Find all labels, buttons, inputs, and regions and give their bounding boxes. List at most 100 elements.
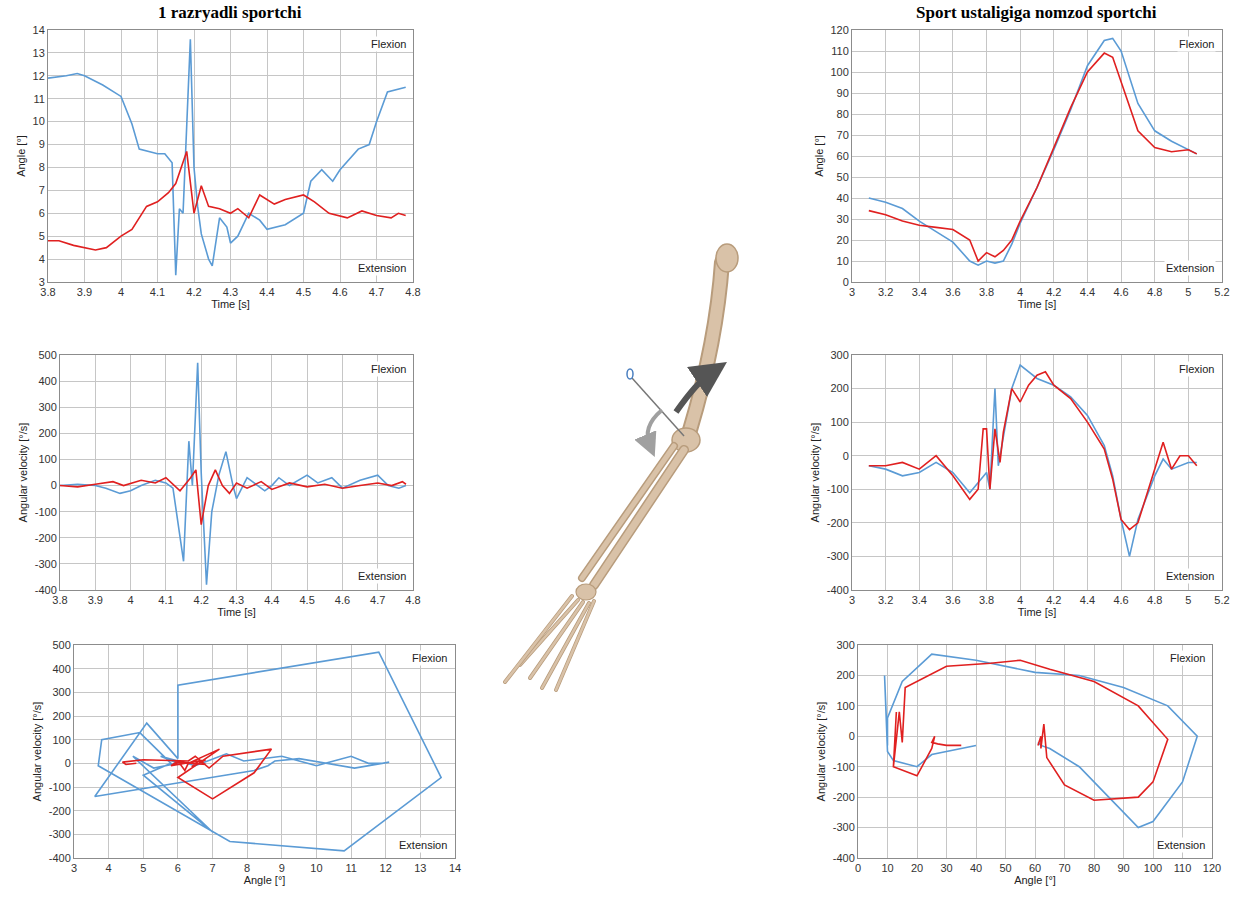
svg-text:Angle [°]: Angle [°]: [813, 135, 825, 177]
svg-text:100: 100: [38, 453, 56, 465]
svg-text:6: 6: [175, 862, 181, 874]
svg-text:Extension: Extension: [1157, 839, 1205, 851]
svg-text:3.4: 3.4: [912, 594, 927, 606]
svg-text:300: 300: [830, 349, 848, 361]
svg-text:14: 14: [449, 862, 461, 874]
svg-text:8: 8: [244, 862, 250, 874]
svg-text:5: 5: [1185, 286, 1191, 298]
svg-text:200: 200: [38, 427, 56, 439]
svg-text:-300: -300: [833, 821, 855, 833]
svg-text:-100: -100: [35, 506, 57, 518]
svg-text:4.4: 4.4: [259, 286, 274, 298]
svg-text:Angle [°]: Angle [°]: [1014, 874, 1056, 886]
svg-text:11: 11: [33, 93, 44, 105]
svg-text:300: 300: [52, 686, 70, 698]
svg-text:3.9: 3.9: [88, 594, 103, 606]
svg-text:5: 5: [39, 230, 45, 242]
svg-text:7: 7: [39, 184, 45, 196]
svg-text:13: 13: [414, 862, 426, 874]
svg-text:20: 20: [911, 862, 923, 874]
svg-text:-400: -400: [833, 852, 855, 864]
svg-text:400: 400: [38, 375, 56, 387]
svg-text:60: 60: [1029, 862, 1041, 874]
svg-text:-400: -400: [49, 852, 71, 864]
svg-text:3.2: 3.2: [878, 286, 893, 298]
svg-text:4: 4: [1017, 594, 1023, 606]
svg-text:Flexion: Flexion: [371, 38, 406, 50]
svg-text:120: 120: [830, 24, 848, 36]
svg-text:4.4: 4.4: [264, 594, 279, 606]
svg-text:Flexion: Flexion: [1179, 363, 1214, 375]
svg-text:3.2: 3.2: [878, 594, 893, 606]
svg-text:-100: -100: [833, 761, 855, 773]
svg-text:Flexion: Flexion: [371, 363, 406, 375]
svg-text:Flexion: Flexion: [1179, 38, 1214, 50]
svg-text:3: 3: [71, 862, 77, 874]
svg-text:110: 110: [831, 45, 849, 57]
svg-text:-100: -100: [827, 483, 849, 495]
svg-text:-100: -100: [49, 781, 71, 793]
svg-text:14: 14: [33, 24, 45, 36]
svg-text:4.1: 4.1: [150, 286, 165, 298]
svg-text:Flexion: Flexion: [412, 652, 447, 664]
svg-text:50: 50: [999, 862, 1011, 874]
svg-text:Extension: Extension: [1166, 570, 1214, 582]
svg-text:80: 80: [1088, 862, 1100, 874]
svg-text:4.6: 4.6: [335, 594, 350, 606]
svg-text:4.5: 4.5: [296, 286, 311, 298]
svg-text:4.7: 4.7: [369, 286, 384, 298]
svg-text:3: 3: [39, 276, 45, 288]
svg-text:11: 11: [345, 862, 356, 874]
svg-text:500: 500: [38, 349, 56, 361]
svg-text:Extension: Extension: [1166, 262, 1214, 274]
svg-text:3.9: 3.9: [77, 286, 92, 298]
svg-text:3.6: 3.6: [945, 286, 960, 298]
svg-text:Extension: Extension: [399, 839, 447, 851]
svg-text:3: 3: [849, 286, 855, 298]
svg-text:90: 90: [837, 87, 849, 99]
svg-text:300: 300: [38, 401, 56, 413]
svg-text:-300: -300: [827, 550, 849, 562]
svg-text:4.5: 4.5: [299, 594, 314, 606]
svg-text:80: 80: [837, 108, 849, 120]
svg-text:4: 4: [118, 286, 124, 298]
svg-text:0: 0: [51, 479, 57, 491]
svg-text:Angular velocity [°/s]: Angular velocity [°/s]: [815, 702, 827, 802]
svg-text:-200: -200: [827, 517, 849, 529]
svg-text:4.2: 4.2: [194, 594, 209, 606]
svg-text:-400: -400: [35, 584, 57, 596]
svg-text:4.7: 4.7: [370, 594, 385, 606]
svg-text:0: 0: [849, 730, 855, 742]
svg-text:4.3: 4.3: [229, 594, 244, 606]
svg-text:0: 0: [65, 757, 71, 769]
svg-text:100: 100: [830, 66, 848, 78]
svg-text:4.2: 4.2: [1046, 286, 1061, 298]
svg-text:4.1: 4.1: [158, 594, 173, 606]
svg-text:50: 50: [837, 171, 849, 183]
svg-text:1 razryadli sportchi: 1 razryadli sportchi: [158, 3, 302, 22]
svg-text:200: 200: [830, 382, 848, 394]
svg-text:Angular velocity [°/s]: Angular velocity [°/s]: [809, 423, 821, 523]
svg-text:10: 10: [837, 255, 849, 267]
svg-text:100: 100: [830, 416, 848, 428]
svg-text:10: 10: [310, 862, 322, 874]
svg-text:10: 10: [881, 862, 893, 874]
svg-text:3: 3: [849, 594, 855, 606]
svg-text:400: 400: [52, 663, 70, 675]
svg-text:70: 70: [1058, 862, 1070, 874]
svg-text:4.6: 4.6: [332, 286, 347, 298]
svg-text:-300: -300: [35, 558, 57, 570]
svg-text:110: 110: [1174, 862, 1192, 874]
svg-text:Time [s]: Time [s]: [1018, 298, 1057, 310]
svg-text:100: 100: [52, 734, 70, 746]
svg-text:Angle [°]: Angle [°]: [15, 135, 27, 177]
svg-text:4.6: 4.6: [1113, 286, 1128, 298]
svg-text:Time [s]: Time [s]: [1018, 606, 1057, 618]
svg-text:-300: -300: [49, 828, 71, 840]
svg-text:90: 90: [1117, 862, 1129, 874]
svg-text:5.2: 5.2: [1214, 286, 1229, 298]
svg-text:4: 4: [128, 594, 134, 606]
svg-text:4.3: 4.3: [223, 286, 238, 298]
svg-text:Time [s]: Time [s]: [211, 298, 250, 310]
svg-text:40: 40: [837, 192, 849, 204]
